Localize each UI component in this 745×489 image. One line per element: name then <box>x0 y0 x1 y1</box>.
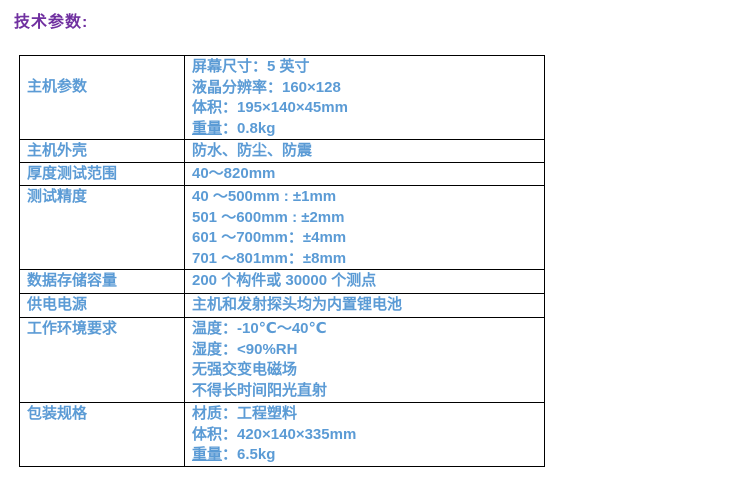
spec-label-cell: 测试精度 <box>19 185 185 270</box>
spec-value-text: 重量 <box>192 119 223 137</box>
spec-value-text: 200 个构件或 30000 个测点 <box>192 272 377 289</box>
spec-value-line: 不得长时间阳光直射 <box>192 381 540 402</box>
spec-value-text: 屏幕尺寸：5 英寸 <box>192 58 310 75</box>
spec-label: 包装规格 <box>27 405 88 422</box>
spec-value-text: 40～820mm <box>192 165 276 182</box>
table-row: 测试精度 40 ～500mm : ±1mm 501 ～600mm : ±2mm 601… <box>19 185 545 270</box>
spec-label-cell: 主机外壳 <box>19 139 185 163</box>
spec-label: 供电电源 <box>27 296 88 313</box>
spec-value-text: 不得长时间阳光直射 <box>192 381 328 399</box>
spec-value-text: 材质：工程塑料 <box>192 405 298 422</box>
spec-value-text: 温度：-10℃～40℃ <box>192 320 327 337</box>
spec-label: 厚度测试范围 <box>27 165 118 182</box>
spec-value-cell: 主机和发射探头均为内置锂电池 <box>184 293 545 318</box>
spec-value-line: 200 个构件或 30000 个测点 <box>192 271 540 292</box>
table-row: 主机外壳 防水、防尘、防震 <box>19 139 545 163</box>
spec-value-cell: 200 个构件或 30000 个测点 <box>184 269 545 294</box>
spec-value-text: 湿度：<90%RH <box>192 340 298 358</box>
spec-label-cell: 工作环境要求 <box>19 317 185 403</box>
spec-value-line: 重量：6.5kg <box>192 445 540 465</box>
spec-value-text: 体积：420×140×335mm <box>192 425 357 443</box>
spec-label: 测试精度 <box>27 188 88 205</box>
spec-value-text: 701 ～801mm：±8mm <box>192 249 347 267</box>
spec-value-text: 体积：195×140×45mm <box>192 99 348 116</box>
spec-value-line: 温度：-10℃～40℃ <box>192 319 540 340</box>
spec-value-text: 主机和发射探头均为内置锂电池 <box>192 296 403 313</box>
spec-value-text: 重量 <box>192 446 223 463</box>
spec-value-cell: 材质：工程塑料体积：420×140×335mm 重量：6.5kg <box>184 402 545 467</box>
spec-value-line: 无强交变电磁场 <box>192 360 540 381</box>
spec-value-line: 701 ～801mm：±8mm <box>192 249 540 269</box>
table-row: 工作环境要求 温度：-10℃～40℃ 湿度：<90%RH 无强交变电磁场不得长时间阳光… <box>19 317 545 403</box>
spec-value-cell: 屏幕尺寸：5 英寸液晶分辨率：160×128 体积：195×140×45mm 重量：… <box>184 55 545 140</box>
table-row: 包装规格 材质：工程塑料体积：420×140×335mm 重量：6.5kg <box>19 402 545 467</box>
table-row: 主机参数 屏幕尺寸：5 英寸液晶分辨率：160×128 体积：195×140×45m… <box>19 55 545 140</box>
spec-value-line: 防水、防尘、防震 <box>192 141 540 162</box>
table-row: 供电电源 主机和发射探头均为内置锂电池 <box>19 293 545 318</box>
spec-label-cell: 包装规格 <box>19 402 185 467</box>
spec-value-line: 体积：195×140×45mm <box>192 98 540 119</box>
specs-table: 主机参数 屏幕尺寸：5 英寸液晶分辨率：160×128 体积：195×140×45m… <box>19 55 545 467</box>
spec-label-cell: 供电电源 <box>19 293 185 318</box>
spec-value-line: 601 ～700mm：±4mm <box>192 228 540 249</box>
spec-value-text: ：6.5kg <box>222 446 276 463</box>
spec-value-line: 40～820mm <box>192 164 540 185</box>
spec-value-cell: 温度：-10℃～40℃ 湿度：<90%RH 无强交变电磁场不得长时间阳光直射 <box>184 317 545 403</box>
spec-value-text: 液晶分辨率：160×128 <box>192 78 341 96</box>
spec-value-line: 重量：0.8kg <box>192 119 540 139</box>
spec-label: 主机参数 <box>27 78 88 95</box>
spec-value-cell: 40～820mm <box>184 162 545 186</box>
spec-value-line: 湿度：<90%RH <box>192 340 540 361</box>
spec-label: 工作环境要求 <box>27 320 118 337</box>
spec-value-line: 501 ～600mm : ±2mm <box>192 208 540 229</box>
spec-value-text: 601 ～700mm：±4mm <box>192 229 347 246</box>
spec-value-line: 主机和发射探头均为内置锂电池 <box>192 295 540 316</box>
page-title: 技术参数: <box>14 14 89 31</box>
spec-value-line: 体积：420×140×335mm <box>192 425 540 446</box>
spec-label: 主机外壳 <box>27 142 88 159</box>
spec-value-line: 40 ～500mm : ±1mm <box>192 187 540 208</box>
spec-label-cell: 主机参数 <box>19 55 185 140</box>
spec-label-cell: 数据存储容量 <box>19 269 185 294</box>
spec-value-text: 501 ～600mm : ±2mm <box>192 208 345 226</box>
spec-value-line: 屏幕尺寸：5 英寸 <box>192 57 540 78</box>
table-row: 厚度测试范围 40～820mm <box>19 162 545 186</box>
table-row: 数据存储容量 200 个构件或 30000 个测点 <box>19 269 545 294</box>
spec-value-text: 40 ～500mm : ±1mm <box>192 188 337 205</box>
spec-value-line: 液晶分辨率：160×128 <box>192 78 540 99</box>
spec-value-cell: 防水、防尘、防震 <box>184 139 545 163</box>
spec-label-cell: 厚度测试范围 <box>19 162 185 186</box>
spec-value-line: 材质：工程塑料 <box>192 404 540 425</box>
spec-value-text: 防水、防尘、防震 <box>192 142 313 159</box>
spec-value-text: 无强交变电磁场 <box>192 361 298 378</box>
spec-value-text: ：0.8kg <box>222 119 276 137</box>
specs-table-body: 主机参数 屏幕尺寸：5 英寸液晶分辨率：160×128 体积：195×140×45m… <box>19 55 545 467</box>
spec-value-cell: 40 ～500mm : ±1mm 501 ～600mm : ±2mm 601 ～70… <box>184 185 545 270</box>
spec-label: 数据存储容量 <box>27 272 118 289</box>
